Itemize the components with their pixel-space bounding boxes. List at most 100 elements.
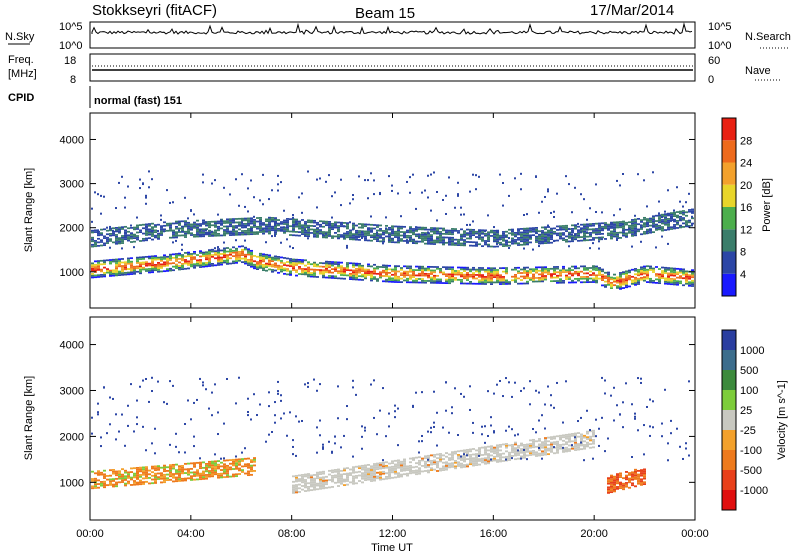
heatmap-cell <box>148 469 151 472</box>
heatmap-cell <box>298 222 301 225</box>
heatmap-cell <box>403 458 406 461</box>
heatmap-cell <box>553 273 556 275</box>
heatmap-cell <box>418 470 421 473</box>
heatmap-cell <box>115 239 118 242</box>
heatmap-cell <box>583 232 586 235</box>
heatmap-cell <box>289 234 292 236</box>
heatmap-cell <box>523 268 526 271</box>
heatmap-cell <box>319 473 322 475</box>
heatmap-speckle <box>448 431 450 434</box>
heatmap-cell <box>112 234 115 237</box>
heatmap-cell <box>343 270 346 273</box>
heatmap-cell <box>562 226 565 229</box>
heatmap-cell <box>370 274 373 277</box>
heatmap-cell <box>436 466 439 469</box>
heatmap-cell <box>244 226 247 229</box>
heatmap-cell <box>442 271 445 274</box>
heatmap-cell <box>190 258 193 261</box>
heatmap-cell <box>352 262 355 265</box>
heatmap-speckle <box>343 235 345 238</box>
heatmap-cell <box>586 279 589 282</box>
heatmap-cell <box>547 233 550 235</box>
heatmap-cell <box>349 274 352 277</box>
heatmap-cell <box>319 484 322 486</box>
heatmap-cell <box>112 478 115 481</box>
heatmap-cell <box>301 474 304 476</box>
heatmap-cell <box>166 257 169 260</box>
heatmap-cell <box>202 221 205 224</box>
heatmap-cell <box>523 282 526 285</box>
heatmap-cell <box>142 466 145 469</box>
heatmap-cell <box>364 272 367 274</box>
heatmap-cell <box>196 264 199 267</box>
heatmap-cell <box>583 444 586 446</box>
heatmap-speckle <box>427 196 429 199</box>
heatmap-speckle <box>145 377 147 380</box>
heatmap-cell <box>358 467 361 470</box>
heatmap-cell <box>277 266 280 269</box>
heatmap-cell <box>286 223 289 226</box>
cpid-panel: CPID normal (fast) 151 <box>8 86 182 108</box>
heatmap-cell <box>139 265 142 268</box>
heatmap-cell <box>607 278 610 281</box>
heatmap-cell <box>493 240 496 243</box>
heatmap-cell <box>529 278 532 281</box>
heatmap-cell <box>262 263 265 266</box>
heatmap-cell <box>211 233 214 235</box>
heatmap-cell <box>505 239 508 242</box>
heatmap-cell <box>664 213 667 216</box>
heatmap-cell <box>337 226 340 229</box>
heatmap-cell <box>130 264 133 267</box>
heatmap-cell <box>235 249 238 252</box>
heatmap-cell <box>577 277 580 280</box>
heatmap-cell <box>433 243 436 245</box>
heatmap-cell <box>127 482 130 485</box>
heatmap-cell <box>346 227 349 230</box>
heatmap-cell <box>154 264 157 266</box>
heatmap-cell <box>196 254 199 256</box>
heatmap-cell <box>538 278 541 281</box>
heatmap-cell <box>253 231 256 234</box>
heatmap-cell <box>574 224 577 227</box>
heatmap-cell <box>466 273 469 276</box>
heatmap-cell <box>223 459 226 462</box>
heatmap-cell <box>658 221 661 224</box>
heatmap-speckle <box>223 241 225 244</box>
heatmap-cell <box>349 468 352 471</box>
heatmap-cell <box>334 223 337 225</box>
heatmap-speckle <box>91 207 93 210</box>
heatmap-cell <box>427 456 430 459</box>
heatmap-cell <box>112 480 115 482</box>
heatmap-speckle <box>529 235 531 238</box>
heatmap-cell <box>169 255 172 258</box>
heatmap-speckle <box>517 232 519 235</box>
heatmap-cell <box>385 264 388 267</box>
heatmap-cell <box>478 274 481 276</box>
heatmap-speckle <box>280 241 282 244</box>
heatmap-cell <box>622 273 625 275</box>
heatmap-cell <box>562 281 565 284</box>
heatmap-cell <box>472 274 475 276</box>
heatmap-cell <box>439 454 442 457</box>
heatmap-cell <box>163 256 166 258</box>
heatmap-cell <box>94 269 97 272</box>
heatmap-cell <box>604 223 607 226</box>
heatmap-cell <box>679 226 682 229</box>
heatmap-cell <box>595 265 598 268</box>
heatmap-cell <box>541 242 544 245</box>
heatmap-cell <box>631 282 634 285</box>
heatmap-cell <box>184 236 187 238</box>
heatmap-cell <box>538 445 541 448</box>
heatmap-cell <box>205 463 208 465</box>
heatmap-cell <box>559 444 562 446</box>
heatmap-cell <box>499 236 502 239</box>
heatmap-speckle <box>394 404 396 407</box>
heatmap-cell <box>253 233 256 235</box>
heatmap-speckle <box>124 206 126 209</box>
heatmap-cell <box>235 230 238 233</box>
heatmap-speckle <box>508 247 510 250</box>
heatmap-cell <box>508 444 511 447</box>
heatmap-cell <box>487 238 490 241</box>
heatmap-speckle <box>313 378 315 381</box>
heatmap-cell <box>208 256 211 259</box>
